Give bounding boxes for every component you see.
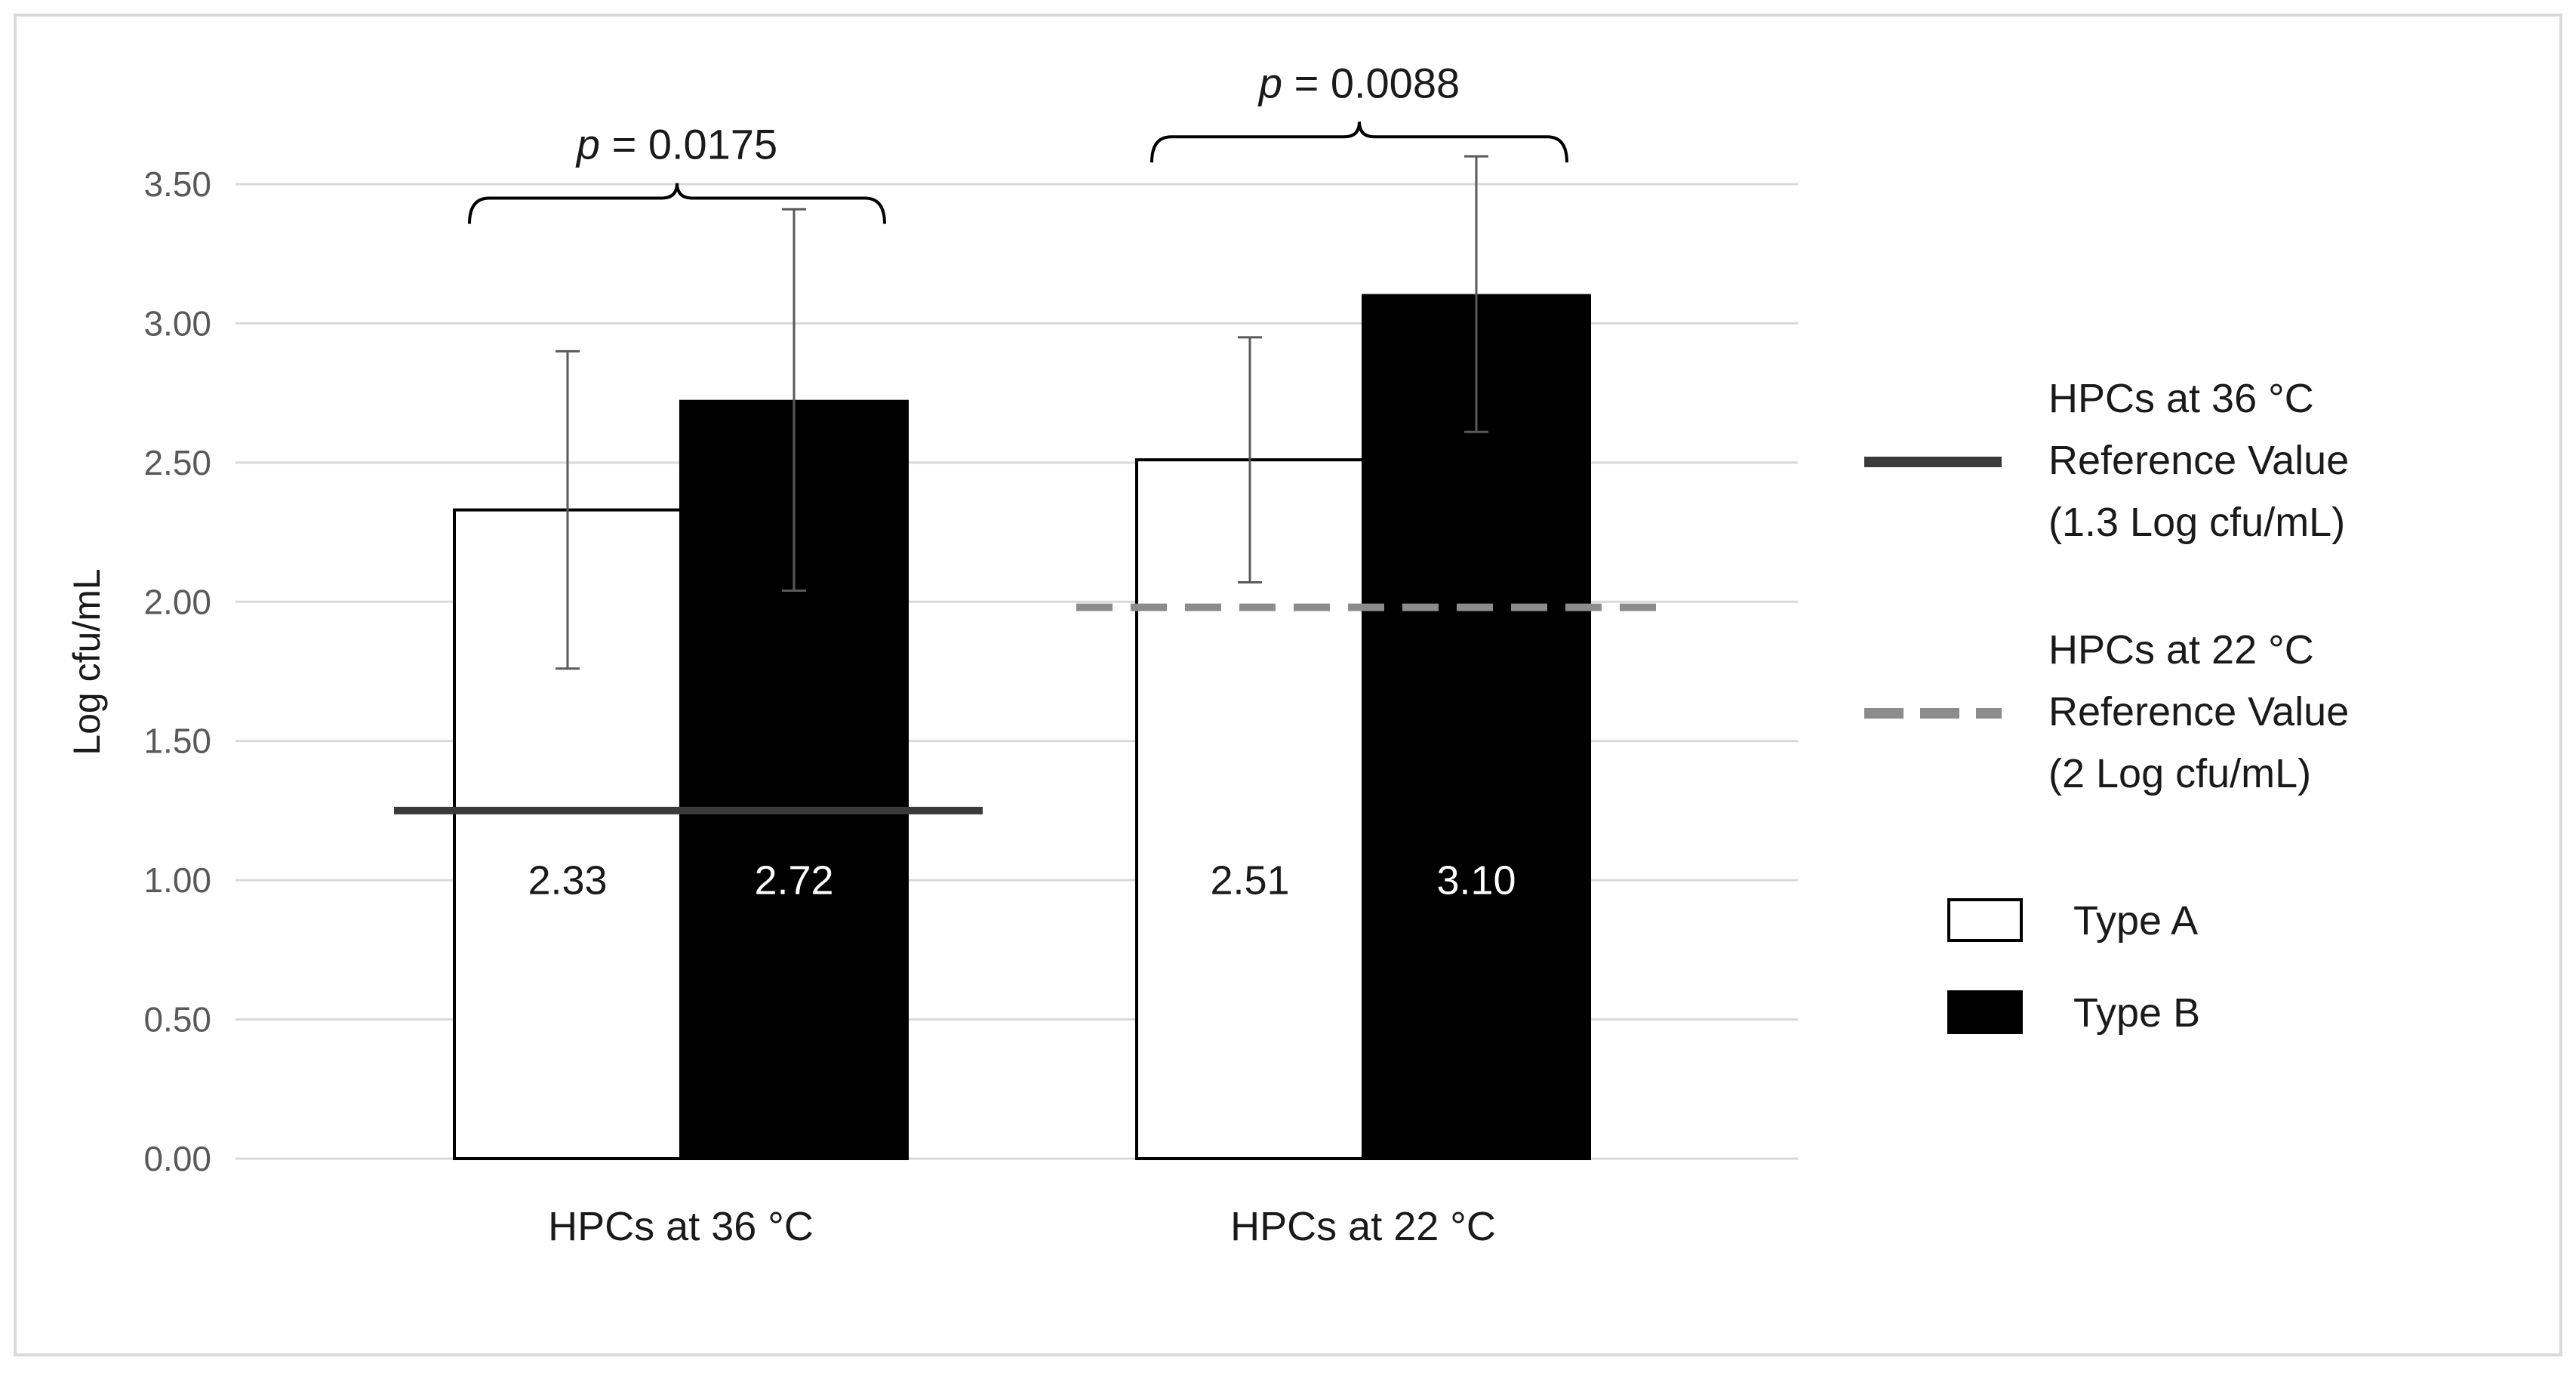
p-value-label: p = 0.0175 xyxy=(575,120,777,168)
significance-bracket xyxy=(1150,122,1568,163)
error-bars xyxy=(556,155,1488,670)
bars xyxy=(453,294,1591,1160)
y-axis-ticks: 0.00 0.50 1.00 1.50 2.00 2.50 3.00 3.50 xyxy=(143,165,211,1178)
x-axis-category-labels: HPCs at 36 °C HPCs at 22 °C xyxy=(548,1204,1496,1249)
p-symbol: p xyxy=(575,120,600,168)
legend-swatch xyxy=(1947,990,2023,1034)
y-tick-label: 1.00 xyxy=(143,860,211,900)
y-axis-title: Log cfu/mL xyxy=(66,568,108,755)
bar xyxy=(1362,294,1591,1160)
data-label: 2.72 xyxy=(754,858,833,904)
legend-entry-text: (1.3 Log cfu/mL) xyxy=(2048,500,2345,545)
x-category-label: HPCs at 22 °C xyxy=(1230,1204,1496,1249)
data-label: 2.33 xyxy=(528,858,607,904)
data-label: 2.51 xyxy=(1210,858,1289,904)
y-tick-label: 3.00 xyxy=(143,303,211,343)
legend-series-label: Type B xyxy=(2073,990,2200,1036)
legend-entry-text: (2 Log cfu/mL) xyxy=(2048,751,2311,796)
legend-entry-text: HPCs at 22 °C xyxy=(2048,627,2314,673)
legend-series-label: Type A xyxy=(2073,898,2198,944)
legend: HPCs at 36 °C Reference Value (1.3 Log cfu… xyxy=(1864,376,2349,1036)
p-value-text: = 0.0088 xyxy=(1282,59,1460,106)
y-tick-label: 2.00 xyxy=(143,582,211,621)
p-value-text: = 0.0175 xyxy=(600,120,777,168)
p-value-label: p = 0.0088 xyxy=(1257,59,1460,106)
legend-entry-text: Reference Value xyxy=(2048,689,2349,734)
reference-lines xyxy=(394,603,1665,814)
p-symbol: p xyxy=(1257,59,1282,106)
y-tick-label: 0.50 xyxy=(143,1000,211,1039)
legend-swatch xyxy=(1947,898,2023,942)
y-tick-label: 0.00 xyxy=(143,1139,211,1178)
y-tick-label: 1.50 xyxy=(143,722,211,761)
legend-entry-text: Reference Value xyxy=(2048,438,2349,483)
data-labels: 2.33 2.51 2.72 3.10 xyxy=(528,858,1516,904)
data-label: 3.10 xyxy=(1436,858,1516,904)
chart-frame: 0.00 0.50 1.00 1.50 2.00 2.50 3.00 3.50 Log cfu… xyxy=(14,14,2562,1356)
legend-entry-text: HPCs at 36 °C xyxy=(2048,376,2314,421)
x-category-label: HPCs at 36 °C xyxy=(548,1204,814,1249)
y-tick-label: 2.50 xyxy=(143,443,211,482)
y-tick-label: 3.50 xyxy=(143,165,211,204)
bar-chart: 0.00 0.50 1.00 1.50 2.00 2.50 3.00 3.50 Log cfu… xyxy=(66,59,2349,1249)
significance-bracket xyxy=(468,183,886,224)
